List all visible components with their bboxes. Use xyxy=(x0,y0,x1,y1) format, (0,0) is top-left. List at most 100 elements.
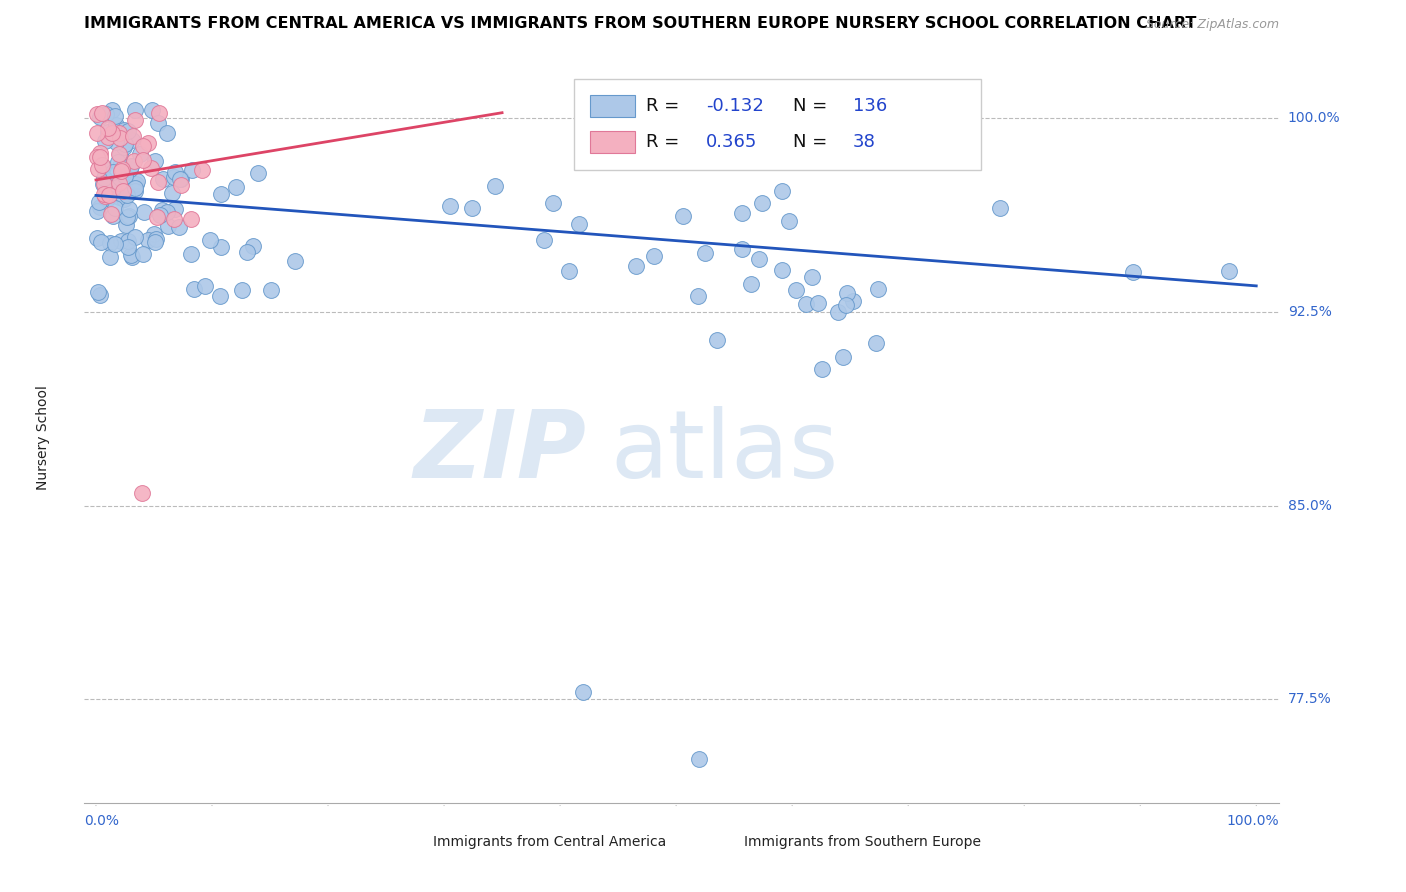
Point xyxy=(162,186,184,200)
Point xyxy=(157,219,180,233)
Point xyxy=(807,296,830,310)
Point xyxy=(198,233,221,247)
Text: R =: R = xyxy=(647,97,685,115)
Point xyxy=(785,284,807,298)
Point xyxy=(114,169,136,184)
Point xyxy=(108,146,131,161)
Point xyxy=(751,195,773,210)
Bar xyxy=(395,834,422,850)
Text: ZIP: ZIP xyxy=(413,406,586,498)
Point xyxy=(260,283,283,297)
Point xyxy=(242,239,264,253)
Text: -0.132: -0.132 xyxy=(706,97,763,115)
Point xyxy=(112,140,135,154)
Text: Nursery School: Nursery School xyxy=(35,384,49,490)
Point xyxy=(87,194,110,209)
Point xyxy=(866,282,889,296)
Point xyxy=(93,177,115,191)
Point xyxy=(110,234,132,248)
Point xyxy=(115,188,138,202)
Point xyxy=(110,130,132,145)
Point xyxy=(107,154,129,169)
Point xyxy=(284,254,307,268)
Point xyxy=(124,103,146,117)
Point xyxy=(1218,264,1240,278)
Point xyxy=(118,162,141,177)
Point xyxy=(643,249,665,263)
Point xyxy=(142,227,165,241)
Point xyxy=(91,158,114,172)
Point xyxy=(706,333,728,347)
Point xyxy=(533,233,555,247)
Point xyxy=(91,178,114,192)
Point xyxy=(124,113,146,128)
Text: Immigrants from Central America: Immigrants from Central America xyxy=(433,835,666,848)
Point xyxy=(86,126,108,140)
Point xyxy=(794,297,817,311)
Text: Source: ZipAtlas.com: Source: ZipAtlas.com xyxy=(1146,18,1279,31)
Text: N =: N = xyxy=(793,133,832,151)
Point xyxy=(143,154,166,169)
Point xyxy=(108,159,131,173)
Point xyxy=(120,248,142,262)
Point xyxy=(163,212,186,227)
Point xyxy=(104,118,127,132)
Point xyxy=(460,201,482,215)
Point xyxy=(236,245,259,260)
Point xyxy=(117,234,139,248)
Point xyxy=(170,172,193,186)
Point xyxy=(101,127,124,141)
Point xyxy=(98,187,121,202)
Point xyxy=(225,180,247,194)
Point xyxy=(114,137,136,152)
Point xyxy=(94,134,117,148)
Point xyxy=(115,218,138,232)
Point xyxy=(148,175,170,189)
Point xyxy=(139,161,162,175)
Point xyxy=(107,190,129,204)
Point xyxy=(209,186,232,201)
Point xyxy=(101,165,124,179)
Point xyxy=(150,203,173,218)
Point xyxy=(118,209,141,223)
Point xyxy=(87,285,110,299)
Point xyxy=(748,252,770,267)
Point xyxy=(141,103,163,117)
Point xyxy=(104,201,127,215)
Text: 85.0%: 85.0% xyxy=(1288,499,1331,513)
Point xyxy=(90,105,112,120)
Point xyxy=(146,116,169,130)
Point xyxy=(118,202,141,216)
Point xyxy=(163,165,186,179)
Point xyxy=(181,163,204,178)
Point xyxy=(98,235,121,250)
Point xyxy=(731,242,754,256)
Point xyxy=(105,136,128,150)
Point xyxy=(740,277,762,291)
Point xyxy=(112,192,135,206)
Text: N =: N = xyxy=(793,97,832,115)
Point xyxy=(688,752,710,766)
Point xyxy=(117,124,139,138)
Text: 0.0%: 0.0% xyxy=(84,814,120,828)
Point xyxy=(731,205,754,219)
Text: R =: R = xyxy=(647,133,685,151)
Point xyxy=(132,204,155,219)
Point xyxy=(107,177,129,191)
Bar xyxy=(706,834,733,850)
Point xyxy=(108,126,131,140)
Point xyxy=(557,264,579,278)
Point xyxy=(439,199,461,213)
Point xyxy=(695,245,717,260)
Point xyxy=(672,209,695,223)
Point xyxy=(112,123,135,137)
Bar xyxy=(591,130,636,153)
Point xyxy=(112,184,135,198)
Point xyxy=(93,171,115,186)
Point xyxy=(129,147,152,161)
Point xyxy=(149,208,172,222)
Point xyxy=(143,235,166,250)
Point xyxy=(770,185,793,199)
Point xyxy=(576,150,599,164)
Point xyxy=(779,214,801,228)
